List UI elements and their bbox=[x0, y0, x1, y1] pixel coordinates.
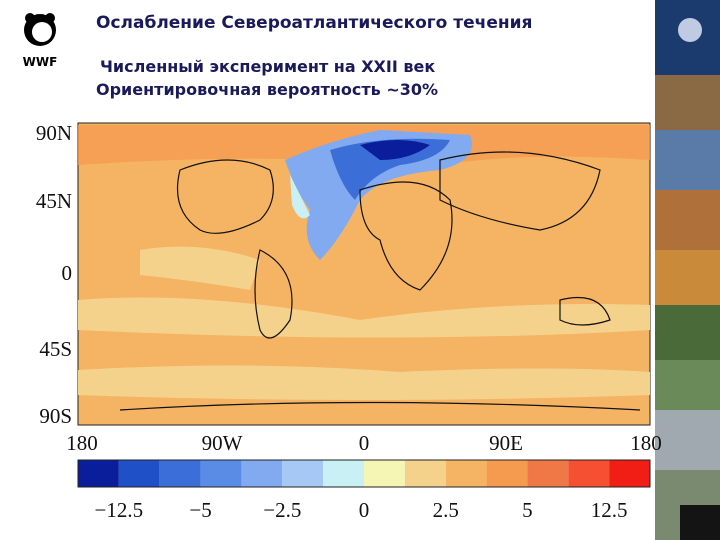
colorbar-bin bbox=[282, 460, 324, 487]
colorbar-label: 5 bbox=[522, 498, 533, 522]
colorbar-bin bbox=[323, 460, 364, 487]
colorbar-bin bbox=[445, 460, 487, 487]
lat-labels: 90N 45N 0 45S 90S bbox=[36, 121, 72, 428]
colorbar-label: 2.5 bbox=[433, 498, 459, 522]
colorbar-bin bbox=[118, 460, 160, 487]
colorbar-frame bbox=[77, 459, 651, 488]
slide-title: Ослабление Североатлантического течения bbox=[96, 13, 532, 33]
colorbar-bin bbox=[241, 460, 283, 487]
lat-label: 45S bbox=[39, 337, 72, 361]
lon-label: 180 bbox=[66, 431, 98, 455]
colorbar-bin bbox=[159, 460, 201, 487]
photo-strip bbox=[655, 0, 720, 540]
colorbar-bin bbox=[527, 460, 569, 487]
lon-label: 90W bbox=[202, 431, 243, 455]
subtitle-line: Численный эксперимент на XXII век bbox=[100, 57, 435, 76]
colorbar: −12.5 −5 −2.5 0 2.5 5 12.5 bbox=[77, 459, 651, 522]
lon-label: 0 bbox=[359, 431, 370, 455]
lat-label: 90S bbox=[39, 404, 72, 428]
colorbar-label: 0 bbox=[359, 498, 370, 522]
map bbox=[77, 122, 651, 426]
colorbar-bin bbox=[404, 460, 446, 487]
lat-label: 0 bbox=[62, 261, 73, 285]
lon-label: 180 bbox=[630, 431, 662, 455]
colorbar-label: 12.5 bbox=[591, 498, 628, 522]
lon-label: 90E bbox=[489, 431, 523, 455]
colorbar-bin bbox=[200, 460, 242, 487]
colorbar-bin bbox=[364, 460, 405, 487]
subtitle-line: Ориентировочная вероятность ~30% bbox=[96, 80, 438, 99]
wwf-logo: WWF bbox=[23, 13, 58, 69]
lon-labels: 180 90W 0 90E 180 bbox=[66, 431, 662, 455]
colorbar-label: −2.5 bbox=[263, 498, 301, 522]
colorbar-bin bbox=[568, 460, 610, 487]
colorbar-label: −5 bbox=[189, 498, 211, 522]
colorbar-bin bbox=[486, 460, 528, 487]
logo-text: WWF bbox=[23, 55, 58, 69]
colorbar-bin bbox=[609, 460, 650, 487]
colorbar-bin bbox=[78, 460, 119, 487]
lat-label: 45N bbox=[36, 189, 72, 213]
lat-label: 90N bbox=[36, 121, 72, 145]
colorbar-label: −12.5 bbox=[95, 498, 144, 522]
